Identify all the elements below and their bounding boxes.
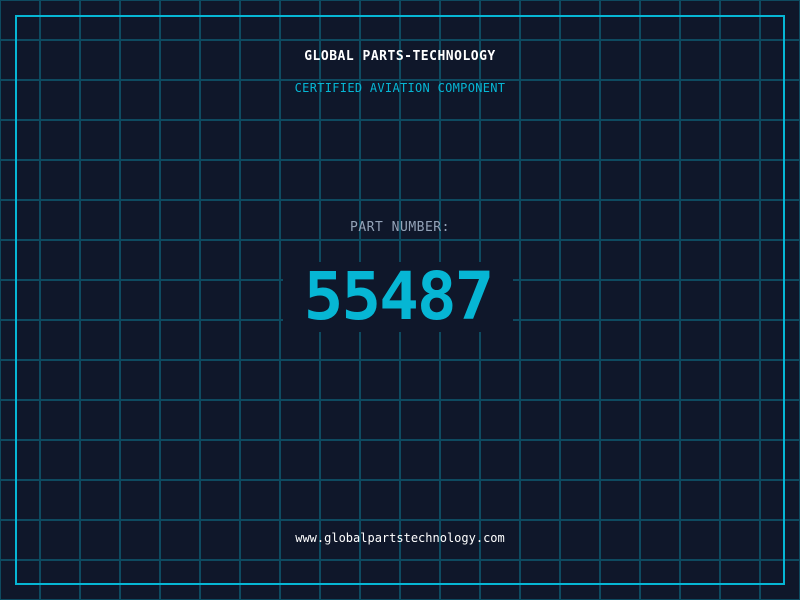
part-number-box: 55487 [283, 262, 513, 332]
part-number-value: 55487 [303, 258, 495, 335]
part-number-label: PART NUMBER: [350, 220, 450, 235]
website-link[interactable]: www.globalpartstechnology.com [295, 531, 505, 545]
border-frame [15, 15, 785, 585]
company-title: GLOBAL PARTS-TECHNOLOGY [304, 49, 496, 64]
company-subtitle: CERTIFIED AVIATION COMPONENT [294, 81, 506, 95]
